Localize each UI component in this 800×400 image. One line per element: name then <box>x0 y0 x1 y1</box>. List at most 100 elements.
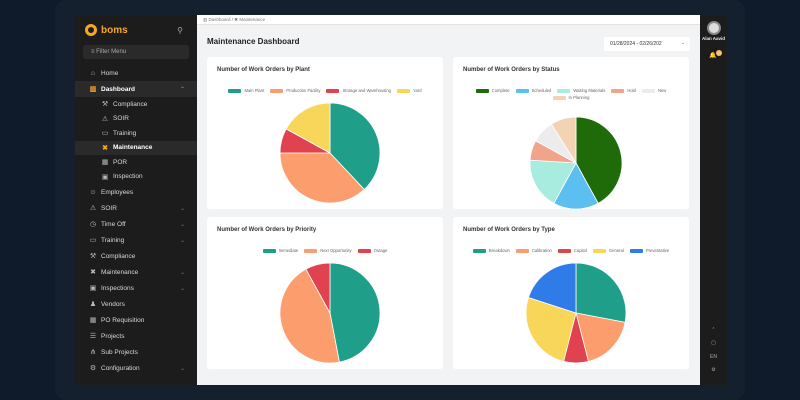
legend-label: Complete <box>491 88 510 93</box>
legend-item[interactable]: Breakdown <box>472 248 510 253</box>
legend-swatch <box>641 88 655 93</box>
legend-swatch <box>592 248 606 253</box>
panel-icon[interactable]: ▢ <box>711 340 716 346</box>
legend-label: Storage and Warehousing <box>342 88 391 93</box>
chevron-down-icon: ⌄ <box>680 40 685 46</box>
legend-label: Immediate <box>278 248 299 253</box>
legend-item[interactable]: Immediate <box>262 248 299 253</box>
legend-item[interactable]: Preventative <box>629 248 670 253</box>
legend-item[interactable]: Storage and Warehousing <box>326 88 391 93</box>
legend-item[interactable]: Waiting Materials <box>557 88 605 93</box>
sidebar-item-training[interactable]: ▭ Training ⌄ <box>75 232 197 248</box>
avatar[interactable] <box>706 21 721 35</box>
pie-slice-waiting-materials[interactable] <box>529 159 577 204</box>
collapse-icon[interactable]: ⌃ <box>711 327 716 333</box>
sidebar-item-projects[interactable]: ☰ Projects <box>75 328 197 344</box>
bell-icon[interactable]: 🔔 <box>709 53 717 59</box>
pin-icon[interactable]: ⚲ <box>177 26 183 35</box>
legend-item[interactable]: In Planning <box>552 95 589 100</box>
breadcrumb-dashboard[interactable]: ▥ Dashboard <box>203 17 231 22</box>
settings-icon[interactable]: ⚙ <box>711 367 716 373</box>
pie-slice-next-opportunity[interactable] <box>279 268 340 364</box>
legend-label: Capitol <box>573 248 587 253</box>
legend-item[interactable]: New <box>641 88 667 93</box>
chart-legend: Immediate Next Opportunity Outage <box>213 248 437 253</box>
legend-label: Outage <box>373 248 388 253</box>
pie-slice-yard[interactable] <box>285 102 331 154</box>
filter-placeholder: Filter Menu <box>96 49 127 55</box>
sidebar-item-inspections[interactable]: ▣ Inspections ⌄ <box>75 280 197 296</box>
gavel-icon: ⚒ <box>89 253 97 260</box>
sidebar-item-sub-projects[interactable]: ⋔ Sub Projects <box>75 344 197 360</box>
pie-slice-immediate[interactable] <box>329 262 381 363</box>
legend-item[interactable]: Main Plant <box>228 88 264 93</box>
pie-slice-general[interactable] <box>525 297 577 362</box>
sidebar-item-vendors[interactable]: ♟ Vendors <box>75 296 197 312</box>
legend-item[interactable]: Calibration <box>515 248 552 253</box>
chevron-icon: ⌃ <box>179 86 185 93</box>
sidebar-item-maintenance[interactable]: ✖ Maintenance ⌄ <box>75 264 197 280</box>
sidebar-item-compliance[interactable]: ⚒ Compliance <box>75 248 197 264</box>
legend-label: Preventative <box>645 248 670 253</box>
sidebar-item-dashboard[interactable]: ▥ Dashboard ⌃ <box>75 81 197 97</box>
pie-slice-main-plant[interactable] <box>329 102 381 191</box>
legend-item[interactable]: Complete <box>475 88 510 93</box>
pie-slice-scheduled[interactable] <box>553 162 599 210</box>
tools-icon: ✖ <box>102 144 108 152</box>
pie-slice-breakdown[interactable] <box>575 262 627 323</box>
legend-swatch <box>270 88 284 93</box>
chart-card: Number of Work Orders by Type Breakdown Ca… <box>453 217 689 369</box>
pie-slice-production-facility[interactable] <box>279 152 365 204</box>
chevron-icon: ⌄ <box>179 205 185 212</box>
sidebar-item-label: SOIR <box>101 204 117 212</box>
legend-item[interactable]: Capitol <box>557 248 587 253</box>
home-icon: ⌂ <box>90 69 96 77</box>
sidebar-item-inspection[interactable]: ▣ Inspection <box>75 170 197 185</box>
sidebar-item-training[interactable]: ▭ Training <box>75 126 197 141</box>
breadcrumb-maintenance[interactable]: ✖ Maintenance <box>234 17 266 22</box>
legend-item[interactable]: Hold <box>611 88 636 93</box>
pie-slice-complete[interactable] <box>575 116 623 204</box>
legend-item[interactable]: Production Facility <box>270 88 320 93</box>
sidebar-item-compliance[interactable]: ⚒ Compliance <box>75 97 197 112</box>
sidebar-item-label: Inspections <box>101 284 134 292</box>
sidebar-item-label: Dashboard <box>101 85 135 93</box>
sidebar-item-employees[interactable]: ☺ Employees <box>75 184 197 200</box>
legend-label: Main Plant <box>244 88 265 93</box>
crumb-label: Dashboard <box>208 17 231 22</box>
sidebar-item-label: POR <box>113 158 128 166</box>
legend-item[interactable]: General <box>592 248 624 253</box>
sidebar-item-maintenance[interactable]: ✖ Maintenance <box>75 140 197 155</box>
sidebar-item-por[interactable]: ▦ POR <box>75 155 197 170</box>
legend-item[interactable]: Yard <box>396 88 422 93</box>
legend-item[interactable]: Next Opportunity <box>304 248 352 253</box>
sidebar-item-soir[interactable]: ⚠ SOIR <box>75 112 197 127</box>
legend-item[interactable]: Scheduled <box>515 88 551 93</box>
date-range-picker[interactable]: 01/28/2024 - 02/26/202 ⌄ <box>604 37 690 51</box>
pie-slice-preventative[interactable] <box>527 262 577 314</box>
warning-icon: ⚠ <box>89 205 97 212</box>
logo-icon <box>85 24 97 36</box>
sidebar-item-home[interactable]: ⌂ Home <box>75 65 197 81</box>
date-range-value: 01/28/2024 - 02/26/202 <box>610 41 662 47</box>
chart-card: Number of Work Orders by Plant Main Plant… <box>207 57 443 209</box>
logo[interactable]: boms <box>75 15 197 45</box>
sidebar-item-po-requisition[interactable]: ▦ PO Requisition <box>75 312 197 328</box>
sidebar-item-label: Inspection <box>113 173 143 181</box>
filter-menu-input[interactable]: ≡ Filter Menu <box>83 45 189 59</box>
user-name: Alan Aavid <box>701 36 726 41</box>
vendor-icon: ♟ <box>89 301 97 308</box>
sidebar-item-label: SOIR <box>113 115 129 123</box>
language-switch[interactable]: EN <box>710 354 717 360</box>
pie-slice-in-planning[interactable] <box>550 116 577 165</box>
pie-slice-calibration[interactable] <box>575 312 626 362</box>
legend-label: New <box>657 88 667 93</box>
legend-swatch <box>357 248 371 253</box>
legend-label: Calibration <box>531 248 552 253</box>
legend-item[interactable]: Outage <box>357 248 388 253</box>
sidebar-item-configuration[interactable]: ⚙ Configuration ⌄ <box>75 360 197 376</box>
pie-slice-outage[interactable] <box>305 262 331 314</box>
sidebar-item-time-off[interactable]: ◷ Time Off ⌄ <box>75 216 197 232</box>
chart-card: Number of Work Orders by Status Complete S… <box>453 57 689 210</box>
sidebar-item-soir[interactable]: ⚠ SOIR ⌄ <box>75 200 197 216</box>
